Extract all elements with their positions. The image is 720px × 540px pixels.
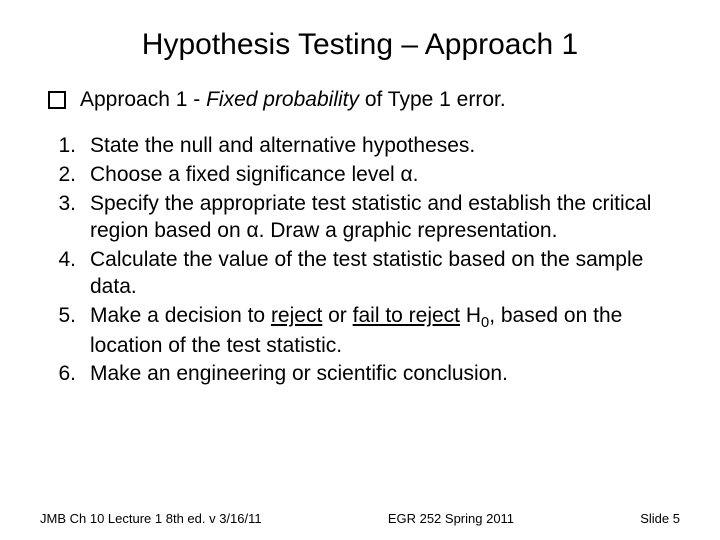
item-number: 4. <box>48 247 76 274</box>
item-number: 1. <box>48 133 76 160</box>
item-text: State the null and alternative hypothese… <box>90 133 680 160</box>
numbered-list: 1. State the null and alternative hypoth… <box>48 133 680 388</box>
checkbox-icon <box>48 91 66 109</box>
bullet-prefix: Approach 1 - <box>80 88 206 111</box>
slide: Hypothesis Testing – Approach 1 Approach… <box>0 0 720 540</box>
item-number: 2. <box>48 162 76 189</box>
footer-right: Slide 5 <box>640 511 680 526</box>
item-number: 3. <box>48 191 76 218</box>
main-bullet: Approach 1 - Fixed probability of Type 1… <box>48 86 680 113</box>
bullet-suffix: of Type 1 error. <box>359 88 506 111</box>
item-text: Choose a fixed significance level α. <box>90 162 680 189</box>
item-number: 6. <box>48 361 76 388</box>
footer-center: EGR 252 Spring 2011 <box>388 511 514 526</box>
item5-post1: H <box>460 304 481 327</box>
item5-u1: reject <box>271 304 322 327</box>
footer: JMB Ch 10 Lecture 1 8th ed. v 3/16/11 EG… <box>0 511 720 526</box>
list-item: 5. Make a decision to reject or fail to … <box>48 303 680 360</box>
bullet-text: Approach 1 - Fixed probability of Type 1… <box>80 86 506 113</box>
slide-title: Hypothesis Testing – Approach 1 <box>40 28 680 62</box>
item5-pre: Make a decision to <box>90 304 271 327</box>
list-item: 4. Calculate the value of the test stati… <box>48 247 680 301</box>
list-item: 3. Specify the appropriate test statisti… <box>48 191 680 245</box>
item5-u2: fail to reject <box>353 304 460 327</box>
list-item: 6. Make an engineering or scientific con… <box>48 361 680 388</box>
item5-sub: 0 <box>481 315 489 331</box>
item-text: Calculate the value of the test statisti… <box>90 247 680 301</box>
list-item: 1. State the null and alternative hypoth… <box>48 133 680 160</box>
item-text: Specify the appropriate test statistic a… <box>90 191 680 245</box>
item5-mid: or <box>322 304 352 327</box>
bullet-italic: Fixed probability <box>206 88 359 111</box>
item-number: 5. <box>48 303 76 330</box>
item-text: Make an engineering or scientific conclu… <box>90 361 680 388</box>
item-text: Make a decision to reject or fail to rej… <box>90 303 680 360</box>
footer-left: JMB Ch 10 Lecture 1 8th ed. v 3/16/11 <box>40 511 262 526</box>
list-item: 2. Choose a fixed significance level α. <box>48 162 680 189</box>
